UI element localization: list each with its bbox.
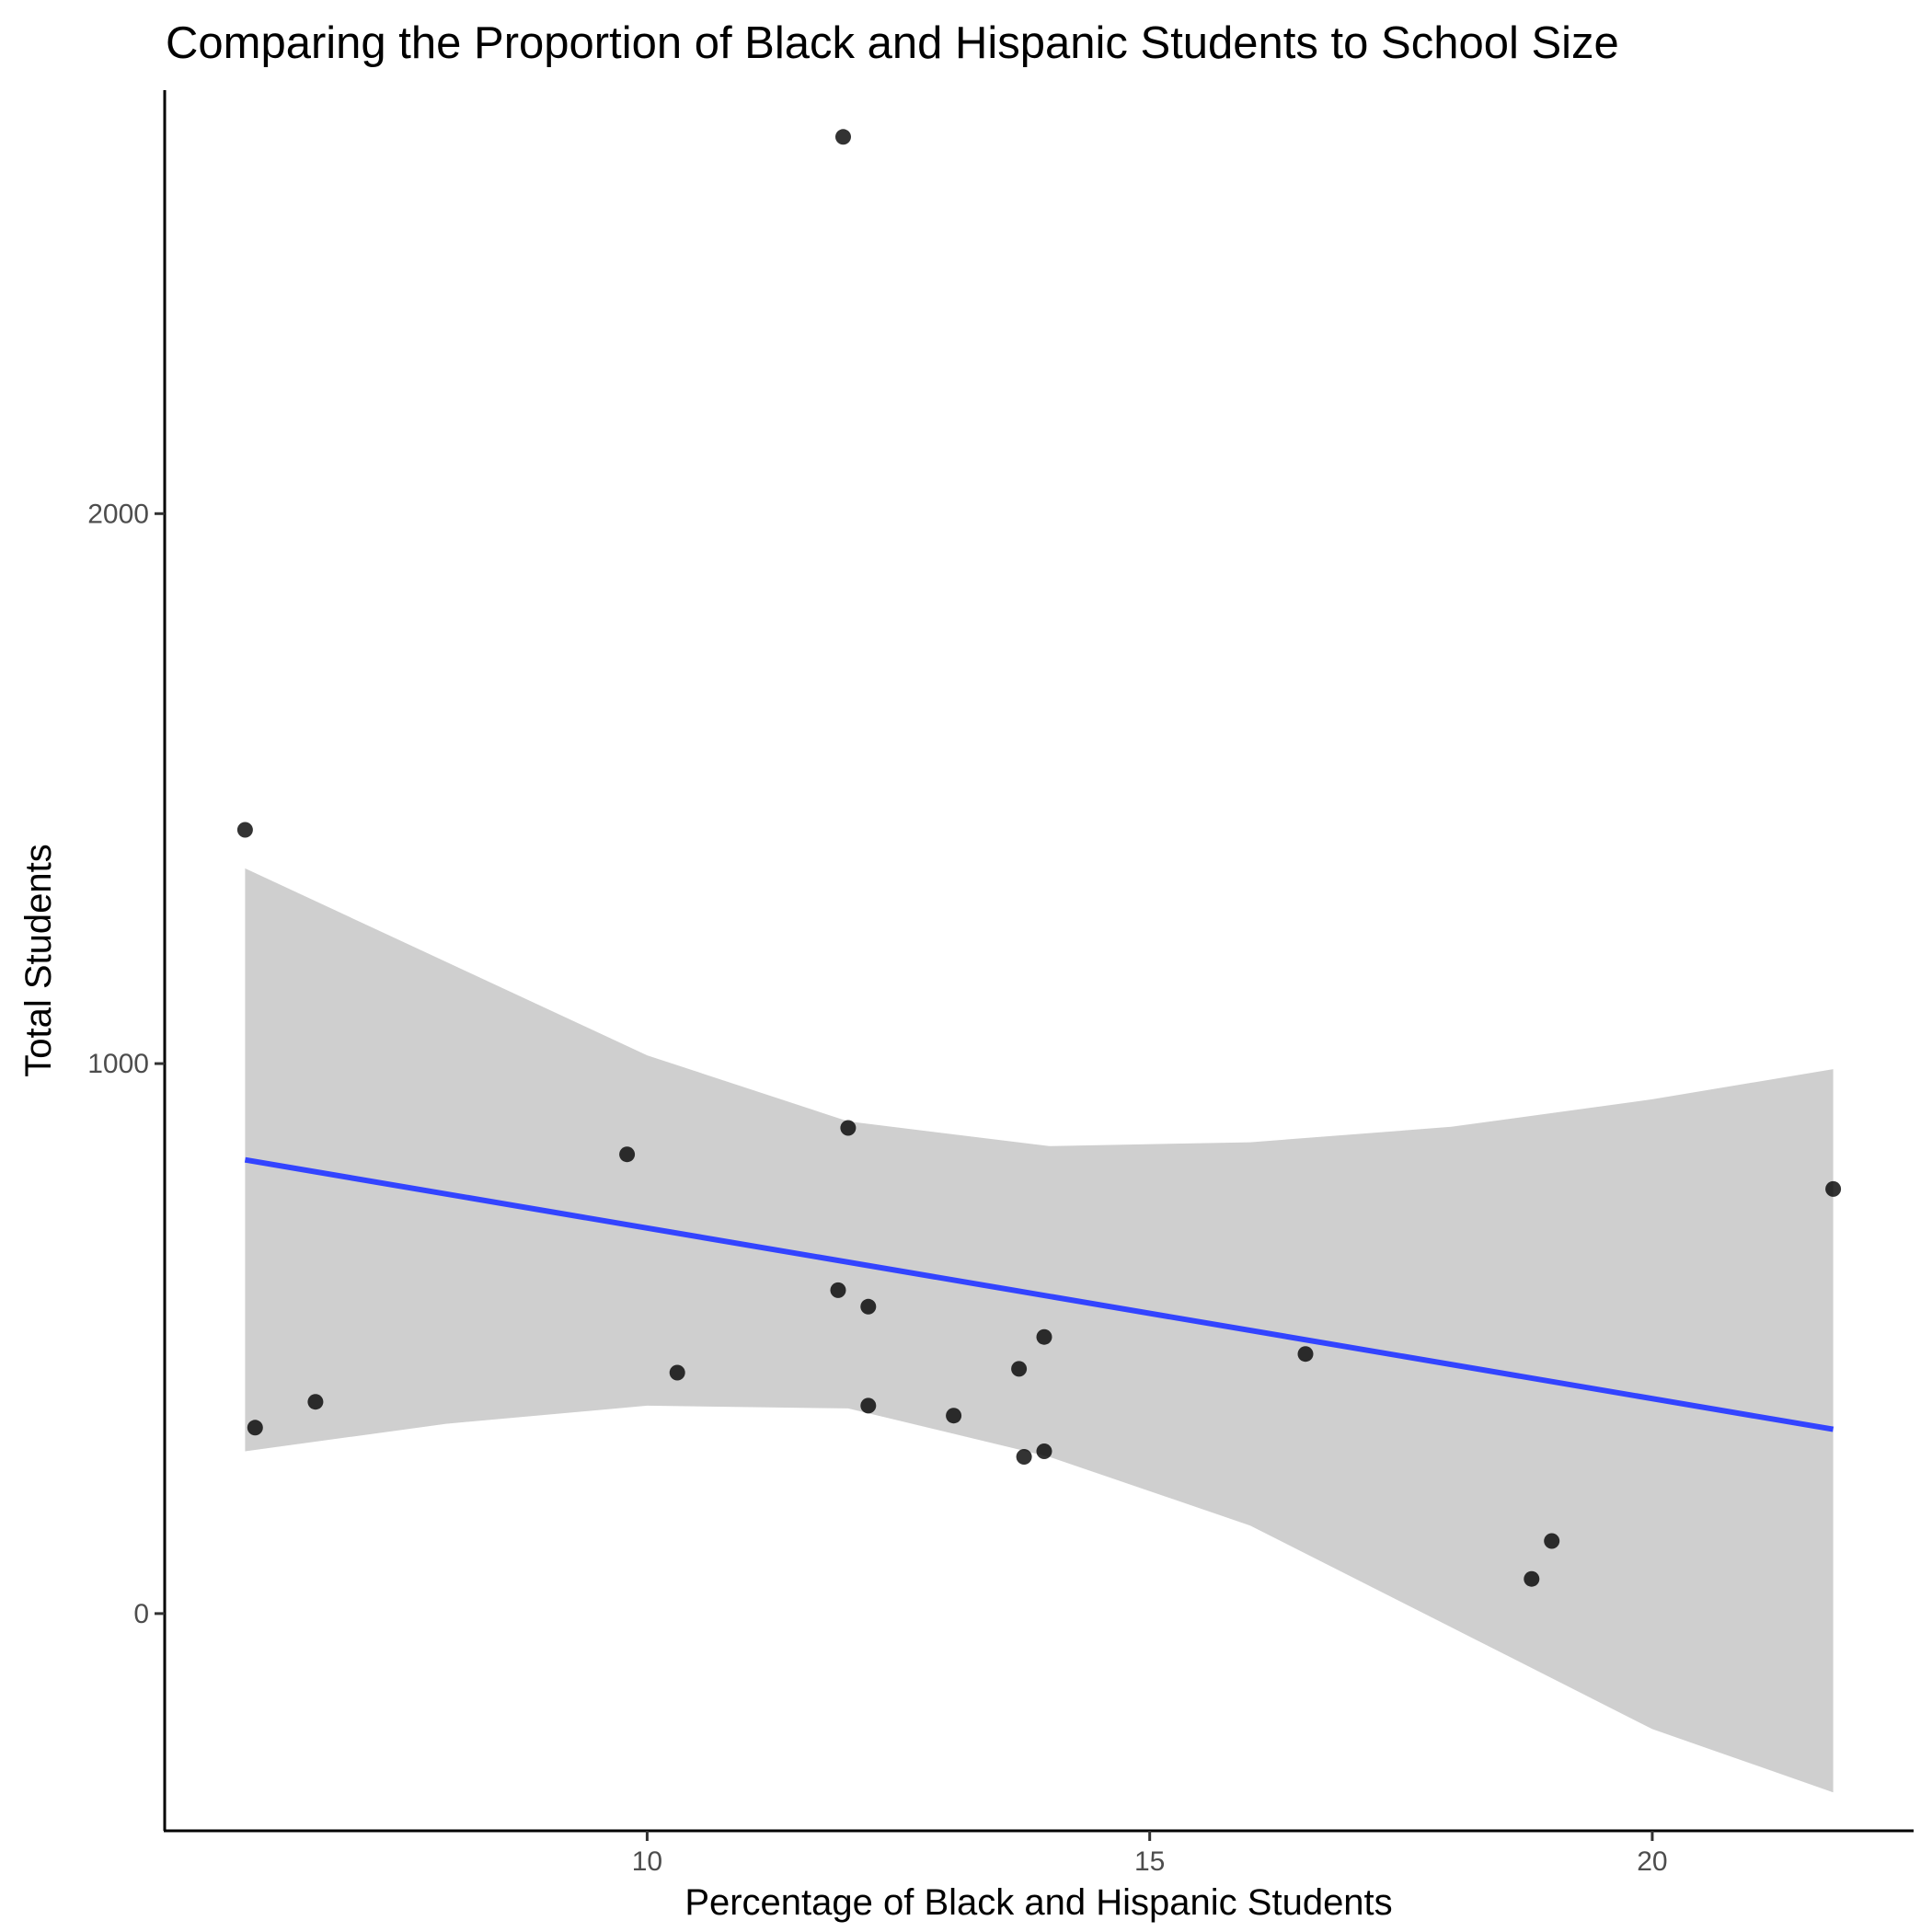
data-point [619,1146,636,1163]
chart-title: Comparing the Proportion of Black and Hi… [166,18,1619,68]
data-point [860,1397,877,1414]
data-point [1036,1443,1052,1459]
confidence-band [245,868,1834,1793]
data-point [860,1298,877,1315]
x-tick-label: 20 [1637,1846,1667,1877]
data-points [236,129,1842,1587]
trend-line [244,1156,1834,1432]
data-point [1524,1570,1540,1587]
data-point [669,1364,685,1381]
data-point [307,1394,324,1410]
x-tick-label: 15 [1134,1846,1165,1877]
data-point [1825,1180,1842,1197]
data-point [835,129,851,145]
data-point [840,1120,857,1136]
x-axis-title: Percentage of Black and Hispanic Student… [684,1882,1392,1923]
y-tick-label: 1000 [87,1049,149,1079]
data-point [1016,1449,1032,1465]
data-point [1544,1533,1560,1549]
data-point [1011,1361,1028,1377]
data-point [236,822,253,838]
y-axis-title: Total Students [18,844,59,1077]
y-tick-label: 0 [133,1599,149,1629]
data-point [247,1420,263,1436]
y-axis-ticks: 0 1000 2000 [87,499,165,1629]
y-tick-label: 2000 [87,499,149,529]
data-point [1297,1346,1314,1363]
data-point [830,1282,846,1298]
data-point [1036,1328,1052,1345]
x-axis-ticks: 10 15 20 [632,1831,1668,1877]
data-point [946,1408,962,1424]
x-tick-label: 10 [632,1846,662,1877]
